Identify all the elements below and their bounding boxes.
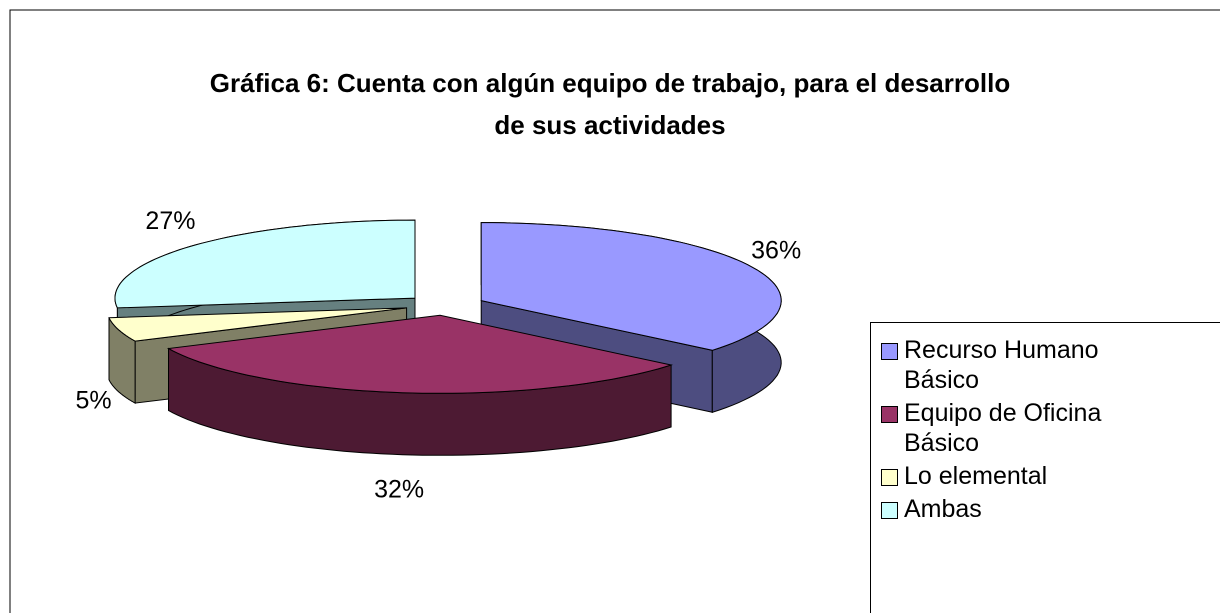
data-label: 27% (145, 207, 195, 235)
legend-swatch (881, 406, 898, 423)
legend-label: Equipo de Oficina Básico (904, 399, 1102, 457)
data-label: 36% (751, 236, 801, 264)
legend-swatch (881, 343, 898, 360)
legend-label: Ambas (904, 495, 982, 523)
legend-label: Recurso Humano Básico (904, 336, 1099, 394)
data-label: 32% (374, 475, 424, 503)
slice-top (166, 314, 674, 394)
slice-top (108, 307, 407, 342)
legend-item: Recurso Humano Básico (881, 335, 1220, 395)
legend-swatch (881, 502, 898, 519)
legend-item: Equipo de Oficina Básico (881, 398, 1220, 458)
slice (166, 314, 674, 456)
legend-item: Lo elemental (881, 461, 1220, 491)
chart-title: Gráfica 6: Cuenta con algún equipo de tr… (209, 68, 1011, 140)
chart-border (9, 9, 1220, 613)
legend-item: Ambas (881, 494, 1220, 524)
slice-top (114, 219, 416, 309)
legend-swatch (881, 469, 898, 486)
data-label: 5% (75, 386, 111, 414)
legend-label: Lo elemental (904, 462, 1048, 490)
legend: Recurso Humano Básico Equipo de Oficina B… (870, 322, 1220, 613)
slice-top (480, 222, 782, 351)
